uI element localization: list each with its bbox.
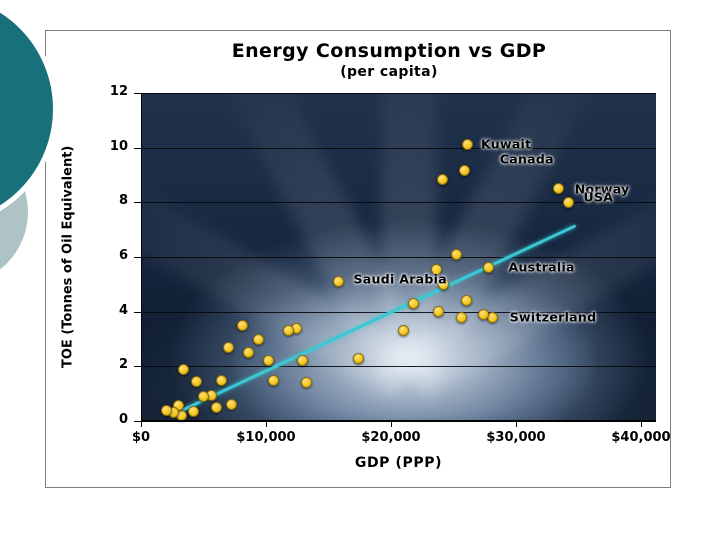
data-point: [430, 263, 442, 275]
labels-layer: Kuwait Canada Norway USA Australia Saudi Arab…: [141, 93, 656, 421]
x-axis-tick-label: $40,000: [611, 430, 671, 445]
data-point: [188, 405, 199, 417]
point-label-norway: Norway: [574, 181, 630, 197]
data-point: [190, 375, 202, 387]
y-axis-line: [141, 93, 142, 421]
gridline: [141, 311, 656, 313]
point-label-australia: Australia: [508, 259, 575, 275]
data-point-canada: [459, 165, 471, 177]
x-axis-tick-label: $20,000: [361, 430, 421, 445]
data-point: [438, 278, 449, 290]
data-point: [433, 306, 444, 318]
chart-frame: Energy Consumption vs GDP (per capita) T…: [45, 30, 671, 488]
y-axis-tick-label: 6: [118, 248, 128, 263]
gridline: [141, 257, 656, 258]
point-label-usa: USA: [583, 189, 614, 205]
y-axis-tick-label: 2: [118, 357, 128, 373]
data-point: [225, 399, 237, 411]
points-layer: [141, 93, 656, 422]
y-axis-tick-label: 4: [118, 302, 128, 318]
y-axis-tick-label: 10: [109, 138, 128, 154]
x-axis-title: GDP (PPP): [354, 455, 443, 471]
data-point: [236, 319, 248, 331]
y-axis-tick-label: 12: [109, 84, 128, 99]
gridline: [141, 93, 656, 94]
y-axis-title: TOE (Tonnes of Oil Equivalent): [60, 145, 76, 369]
data-point: [243, 347, 254, 359]
data-point: [160, 404, 172, 416]
y-axis-tick: [134, 147, 141, 149]
data-point: [408, 297, 419, 309]
y-axis-tick: [134, 93, 141, 94]
data-point-norway: [553, 183, 564, 195]
y-axis-tick-label: 8: [118, 193, 128, 209]
y-axis-tick-label: 0: [118, 412, 128, 427]
x-axis-tick-label: $10,000: [236, 430, 296, 445]
gridline: [141, 366, 656, 368]
x-axis-tick: [516, 421, 517, 427]
data-point-kuwait: [461, 139, 473, 151]
data-point: [223, 341, 234, 353]
data-point: [178, 363, 189, 375]
data-point: [215, 374, 227, 386]
x-axis-tick: [141, 421, 142, 427]
chart-title: Energy Consumption vs GDP: [231, 40, 547, 62]
x-axis-line: [141, 420, 656, 422]
x-axis-tick-label: $0: [131, 430, 151, 445]
data-point: [436, 173, 448, 185]
data-point-saudi-arabia: [333, 276, 344, 288]
y-axis-tick: [134, 421, 141, 422]
data-point: [296, 355, 308, 367]
x-axis-tick: [266, 421, 267, 427]
data-point: [198, 390, 209, 402]
x-axis-tick-label: $30,000: [486, 430, 546, 445]
data-point: [268, 374, 279, 386]
y-axis-tick: [134, 257, 141, 258]
data-point: [460, 295, 472, 307]
point-label-saudi-arabia: Saudi Arabia: [353, 271, 447, 287]
data-point: [450, 248, 462, 260]
data-point: [263, 355, 274, 367]
point-label-canada: Canada: [499, 151, 554, 167]
data-point: [478, 308, 489, 320]
data-point: [253, 333, 264, 345]
y-axis-tick: [134, 202, 141, 204]
data-point-australia: [483, 262, 494, 274]
y-axis-tick: [134, 366, 141, 368]
gridline: [141, 147, 656, 149]
point-label-kuwait: Kuwait: [481, 136, 532, 152]
y-axis-tick: [134, 311, 141, 313]
plot-area: Kuwait Canada Norway USA Australia Saudi Arab…: [141, 93, 656, 422]
data-point: [210, 401, 222, 413]
data-point: [283, 325, 294, 337]
x-axis-tick: [641, 421, 642, 427]
data-point-usa: [563, 196, 574, 208]
data-point: [353, 352, 364, 364]
data-point: [398, 325, 409, 337]
data-point: [300, 377, 312, 389]
chart-subtitle: (per capita): [340, 64, 438, 80]
point-label-switzerland: Switzerland: [509, 309, 597, 325]
grid-layer: [141, 93, 656, 421]
gridline: [141, 202, 656, 204]
data-point: [455, 311, 467, 323]
x-axis-tick: [391, 421, 392, 427]
